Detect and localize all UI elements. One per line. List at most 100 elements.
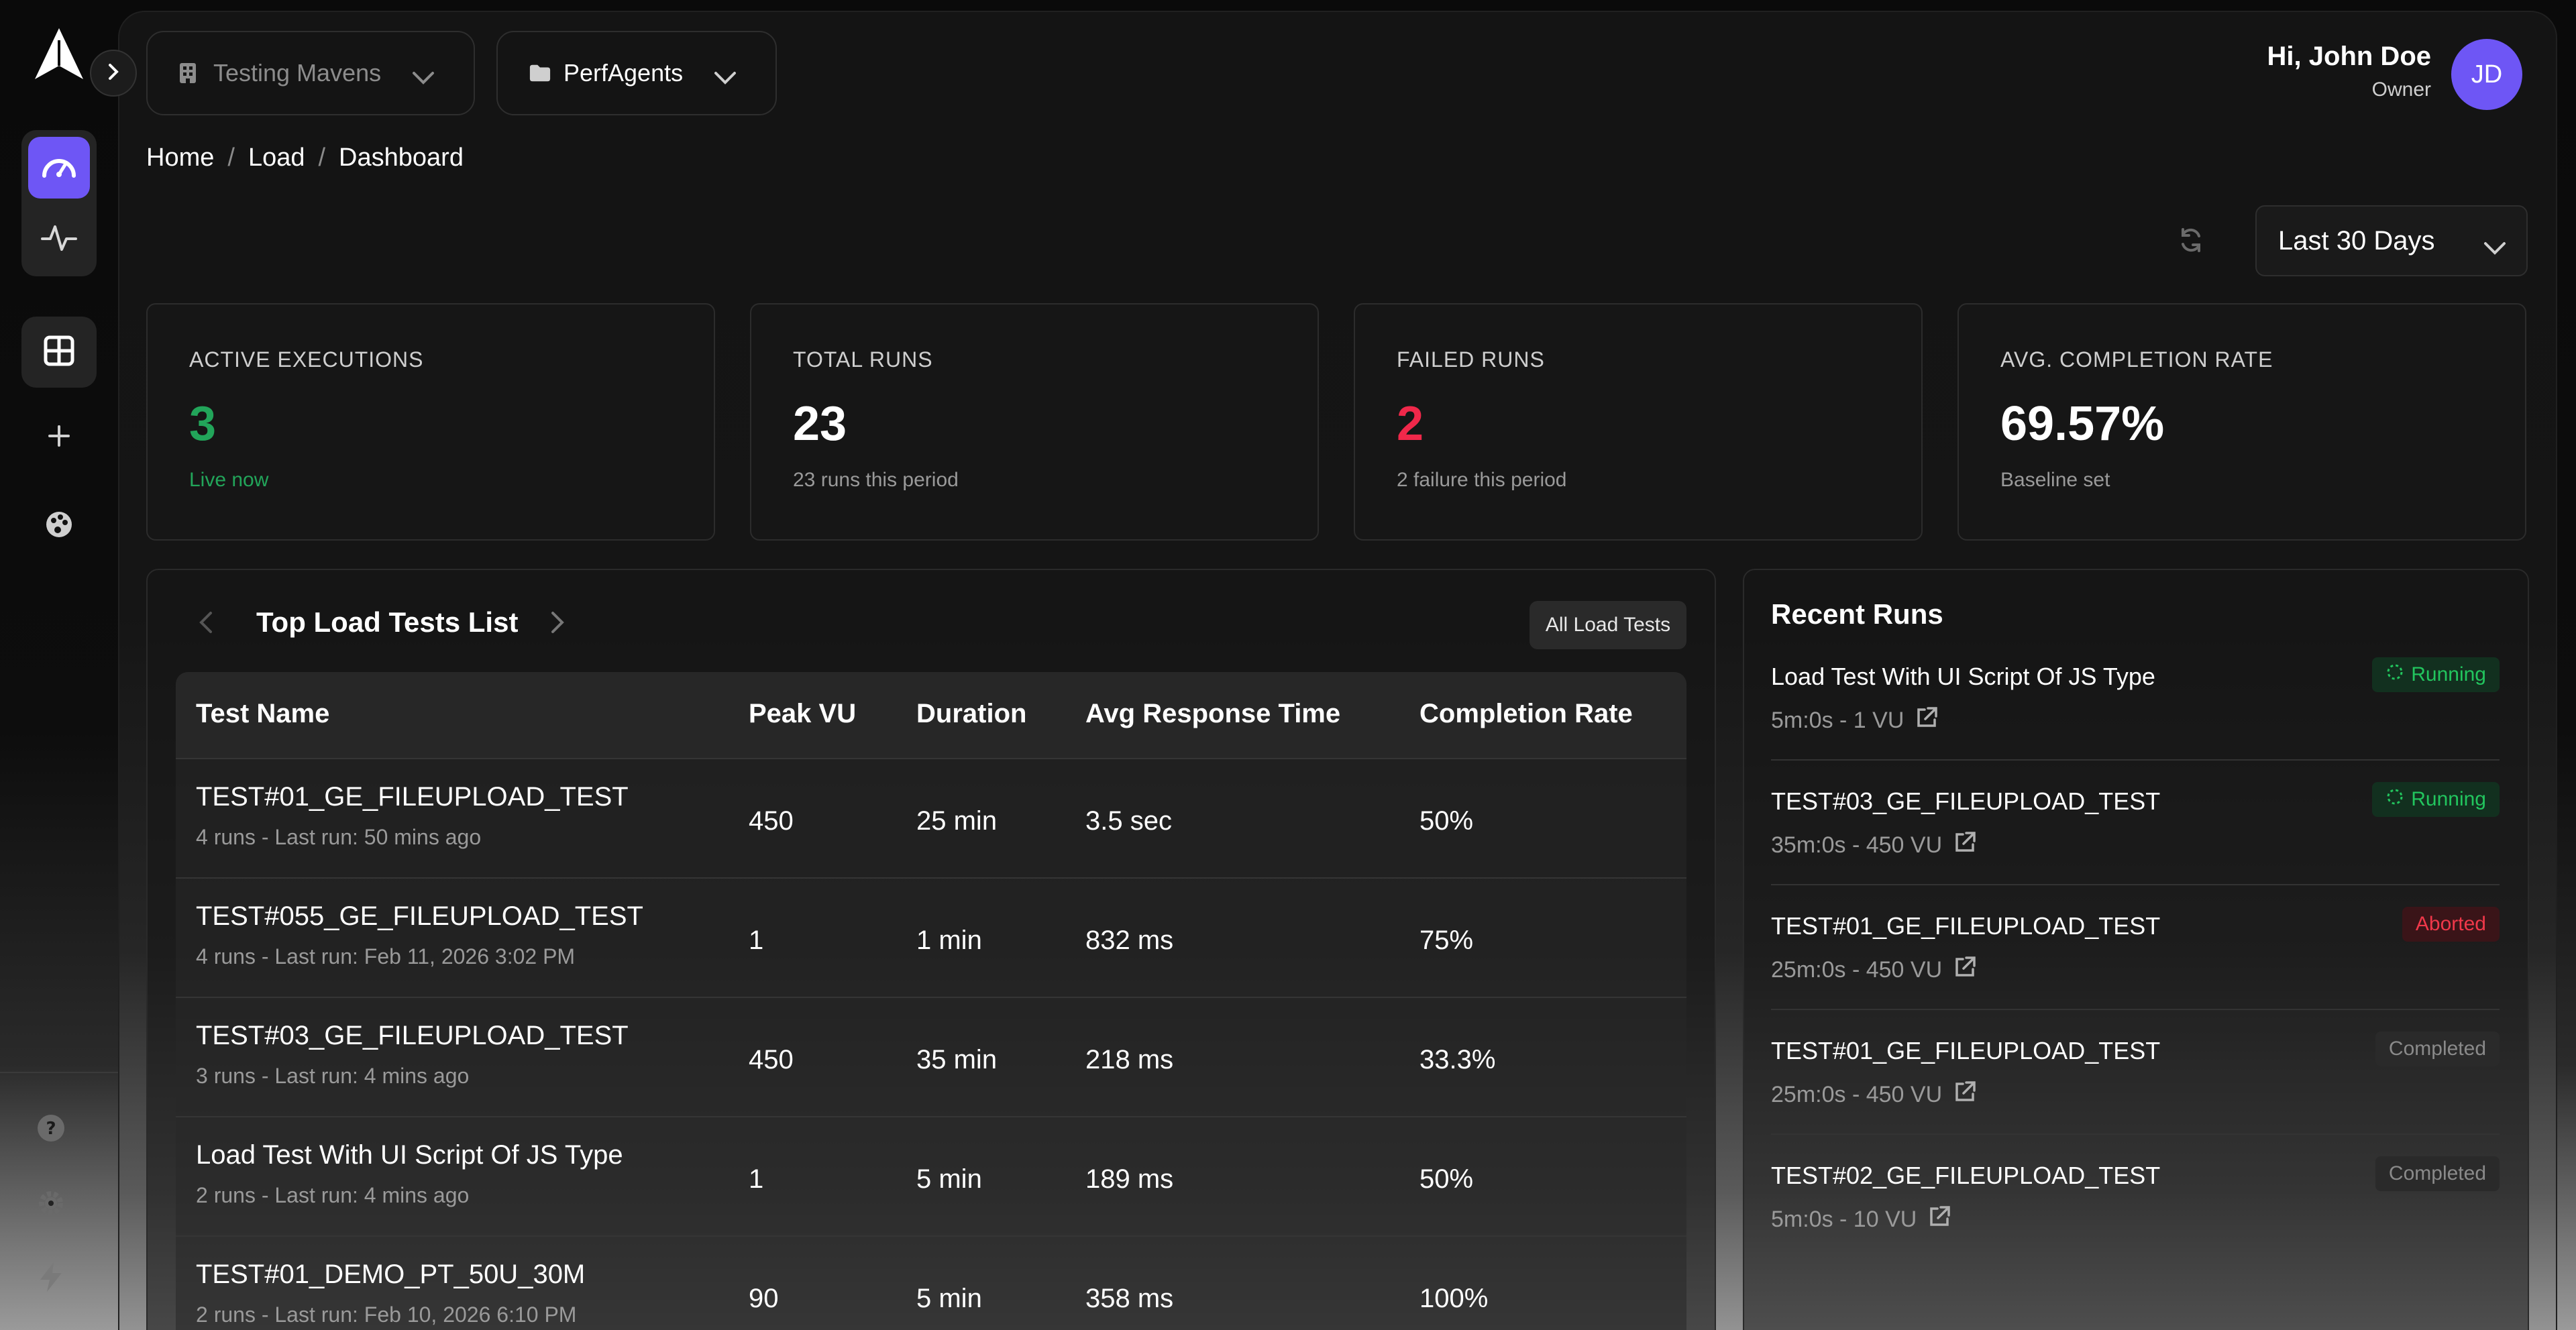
stat-value: 3 — [189, 397, 217, 451]
table-row[interactable]: TEST#055_GE_FILEUPLOAD_TEST 4 runs - Last… — [176, 877, 1686, 997]
all-load-tests-button[interactable]: All Load Tests — [1529, 601, 1686, 649]
building-icon — [178, 62, 201, 85]
user-greeting: Hi, John Doe — [2267, 42, 2431, 71]
run-name[interactable]: Load Test With UI Script Of JS Type — [1771, 663, 2155, 690]
recent-run-item[interactable]: TEST#01_GE_FILEUPLOAD_TEST 25m:0s - 450 V… — [1771, 907, 2500, 1037]
run-name[interactable]: TEST#01_GE_FILEUPLOAD_TEST — [1771, 1037, 2161, 1064]
run-name[interactable]: TEST#01_GE_FILEUPLOAD_TEST — [1771, 912, 2161, 940]
test-name[interactable]: TEST#03_GE_FILEUPLOAD_TEST — [196, 1021, 629, 1050]
cell-completion: 50% — [1419, 1164, 1474, 1194]
column-header[interactable]: Test Name — [196, 699, 330, 728]
column-header[interactable]: Peak VU — [749, 699, 857, 728]
table-header: Test Name Peak VU Duration Avg Response … — [176, 672, 1686, 758]
rail-group-primary — [21, 130, 97, 276]
cell-avg-rt: 218 ms — [1085, 1045, 1174, 1074]
grid-icon — [44, 335, 74, 370]
recent-run-item[interactable]: TEST#02_GE_FILEUPLOAD_TEST 5m:0s - 10 VU C… — [1771, 1156, 2500, 1286]
rail-activity-button[interactable] — [28, 208, 90, 270]
table-row[interactable]: TEST#01_DEMO_PT_50U_30M 2 runs - Last run… — [176, 1235, 1686, 1330]
cell-avg-rt: 3.5 sec — [1085, 806, 1172, 836]
column-header[interactable]: Completion Rate — [1419, 699, 1633, 728]
project-selector[interactable]: PerfAgents — [496, 31, 777, 115]
cell-completion: 50% — [1419, 806, 1474, 836]
cell-completion: 100% — [1419, 1284, 1489, 1313]
divider — [1771, 884, 2500, 885]
cell-duration: 1 min — [916, 926, 982, 955]
rail-divider — [0, 1072, 118, 1073]
table-row[interactable]: TEST#03_GE_FILEUPLOAD_TEST 3 runs - Last … — [176, 997, 1686, 1116]
run-detail: 25m:0s - 450 VU — [1771, 957, 1943, 983]
status-badge: Completed — [2375, 1156, 2500, 1191]
breadcrumb-home[interactable]: Home — [146, 144, 215, 172]
avatar[interactable]: JD — [2451, 39, 2522, 110]
cell-completion: 75% — [1419, 926, 1474, 955]
chevron-right-icon[interactable] — [549, 610, 566, 638]
status-badge: Completed — [2375, 1032, 2500, 1066]
stat-label: FAILED RUNS — [1397, 347, 1545, 372]
recent-run-item[interactable]: Load Test With UI Script Of JS Type 5m:0s… — [1771, 657, 2500, 787]
run-detail: 5m:0s - 10 VU — [1771, 1207, 1917, 1232]
column-header[interactable]: Duration — [916, 699, 1027, 728]
test-name[interactable]: TEST#01_GE_FILEUPLOAD_TEST — [196, 782, 629, 812]
status-text: Completed — [2388, 1162, 2486, 1184]
column-header[interactable]: Avg Response Time — [1085, 699, 1341, 728]
chevron-down-icon — [2483, 232, 2506, 262]
cell-peak-vu: 450 — [749, 806, 794, 836]
test-name[interactable]: TEST#055_GE_FILEUPLOAD_TEST — [196, 901, 643, 931]
chevron-down-icon — [714, 63, 737, 91]
activity-icon — [41, 223, 77, 256]
stat-label: AVG. COMPLETION RATE — [2000, 347, 2273, 372]
breadcrumb-dashboard: Dashboard — [339, 144, 464, 172]
cell-peak-vu: 450 — [749, 1045, 794, 1074]
divider — [1771, 1009, 2500, 1010]
user-info: Hi, John Doe Owner — [2267, 42, 2431, 101]
status-text: Running — [2411, 663, 2486, 685]
date-range-select[interactable]: Last 30 Days — [2255, 205, 2528, 276]
external-link-icon[interactable] — [1927, 1205, 1951, 1235]
status-text: Aborted — [2415, 913, 2486, 935]
stat-card: AVG. COMPLETION RATE 69.57% Baseline set — [1957, 303, 2526, 541]
recent-run-item[interactable]: TEST#01_GE_FILEUPLOAD_TEST 25m:0s - 450 V… — [1771, 1032, 2500, 1162]
org-name: Testing Mavens — [213, 59, 382, 87]
help-icon[interactable]: ? — [31, 1108, 71, 1148]
external-link-icon[interactable] — [1953, 955, 1977, 985]
plus-icon[interactable] — [39, 416, 79, 456]
speedometer-icon — [40, 153, 78, 183]
external-link-icon[interactable] — [1953, 1080, 1977, 1110]
test-meta: 2 runs - Last run: Feb 10, 2026 6:10 PM — [196, 1303, 577, 1327]
test-name[interactable]: Load Test With UI Script Of JS Type — [196, 1140, 623, 1170]
folder-icon — [529, 62, 551, 85]
chevron-down-icon — [412, 63, 435, 91]
chevron-left-icon[interactable] — [197, 610, 215, 638]
table-row[interactable]: Load Test With UI Script Of JS Type 2 run… — [176, 1116, 1686, 1235]
run-detail: 35m:0s - 450 VU — [1771, 832, 1943, 858]
cell-avg-rt: 358 ms — [1085, 1284, 1174, 1313]
recent-run-item[interactable]: TEST#03_GE_FILEUPLOAD_TEST 35m:0s - 450 V… — [1771, 782, 2500, 912]
arrow-logo-icon[interactable] — [34, 27, 85, 80]
test-name[interactable]: TEST#01_DEMO_PT_50U_30M — [196, 1260, 586, 1289]
bolt-icon[interactable] — [31, 1257, 71, 1297]
breadcrumb-load[interactable]: Load — [248, 144, 305, 172]
table-row[interactable]: TEST#01_GE_FILEUPLOAD_TEST 4 runs - Last … — [176, 758, 1686, 877]
rail-dashboard-button[interactable] — [28, 137, 90, 199]
refresh-icon[interactable] — [2176, 225, 2206, 255]
run-name[interactable]: TEST#03_GE_FILEUPLOAD_TEST — [1771, 787, 2161, 815]
cell-duration: 5 min — [916, 1284, 982, 1313]
recent-runs-panel — [1743, 569, 2529, 1330]
palette-icon[interactable] — [39, 504, 79, 545]
external-link-icon[interactable] — [1915, 706, 1939, 736]
breadcrumb-separator: / — [318, 144, 326, 172]
external-link-icon[interactable] — [1953, 830, 1977, 861]
status-badge: Running — [2372, 657, 2500, 692]
stat-subtext: 23 runs this period — [793, 469, 959, 491]
test-meta: 4 runs - Last run: Feb 11, 2026 3:02 PM — [196, 944, 576, 968]
gear-icon[interactable] — [31, 1183, 71, 1223]
rail-grid-button[interactable] — [21, 317, 97, 388]
org-selector[interactable]: Testing Mavens — [146, 31, 475, 115]
cell-peak-vu: 90 — [749, 1284, 779, 1313]
expand-sidebar-button[interactable] — [90, 50, 137, 97]
run-name[interactable]: TEST#02_GE_FILEUPLOAD_TEST — [1771, 1162, 2161, 1189]
status-badge: Running — [2372, 782, 2500, 817]
stat-card: ACTIVE EXECUTIONS 3 Live now — [146, 303, 715, 541]
